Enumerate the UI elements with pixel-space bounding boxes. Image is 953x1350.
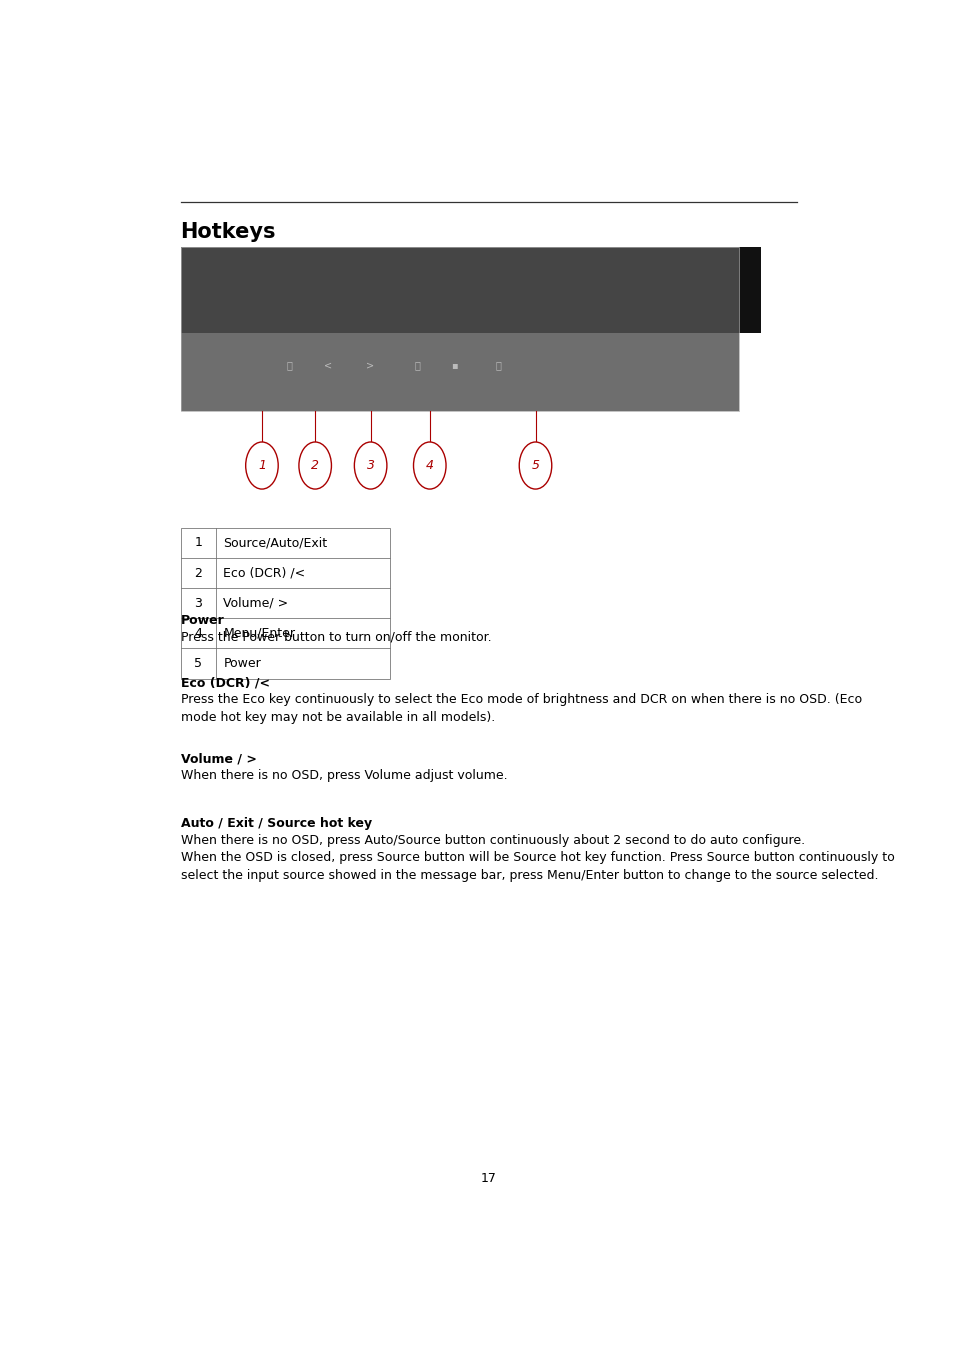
Text: 5: 5 xyxy=(194,657,202,670)
Text: Volume / >: Volume / > xyxy=(180,752,256,765)
Text: <: < xyxy=(324,360,333,370)
Text: 3: 3 xyxy=(194,597,202,610)
Bar xyxy=(180,528,390,679)
Text: >: > xyxy=(366,360,375,370)
Text: 5: 5 xyxy=(531,459,539,472)
Text: Menu/Enter: Menu/Enter xyxy=(223,626,295,640)
Text: Hotkeys: Hotkeys xyxy=(180,223,275,242)
Ellipse shape xyxy=(413,441,446,489)
Text: Eco (DCR) /<: Eco (DCR) /< xyxy=(223,567,305,579)
Text: ⬛: ⬛ xyxy=(415,360,420,370)
Text: Power: Power xyxy=(223,657,261,670)
Text: Volume/ >: Volume/ > xyxy=(223,597,289,610)
Text: 3: 3 xyxy=(366,459,375,472)
Text: ▪: ▪ xyxy=(451,360,457,370)
Text: 1: 1 xyxy=(194,536,202,549)
Text: When there is no OSD, press Volume adjust volume.: When there is no OSD, press Volume adjus… xyxy=(180,769,507,782)
Bar xyxy=(180,247,738,412)
Ellipse shape xyxy=(246,441,278,489)
Text: 4: 4 xyxy=(194,626,202,640)
Text: 1: 1 xyxy=(257,459,266,472)
Ellipse shape xyxy=(298,441,331,489)
Text: 17: 17 xyxy=(480,1172,497,1185)
Text: ⬜: ⬜ xyxy=(286,360,293,370)
Text: 4: 4 xyxy=(425,459,434,472)
Bar xyxy=(180,247,760,332)
Text: 2: 2 xyxy=(194,567,202,579)
Text: 2: 2 xyxy=(311,459,319,472)
Text: Auto / Exit / Source hot key: Auto / Exit / Source hot key xyxy=(180,817,372,830)
Text: Press the Power button to turn on/off the monitor.: Press the Power button to turn on/off th… xyxy=(180,630,491,644)
Text: Press the Eco key continuously to select the Eco mode of brightness and DCR on w: Press the Eco key continuously to select… xyxy=(180,693,861,724)
Bar xyxy=(180,332,738,412)
Text: Source/Auto/Exit: Source/Auto/Exit xyxy=(223,536,327,549)
Ellipse shape xyxy=(518,441,551,489)
Text: When there is no OSD, press Auto/Source button continuously about 2 second to do: When there is no OSD, press Auto/Source … xyxy=(180,833,893,882)
Text: Power: Power xyxy=(180,614,224,628)
Bar xyxy=(738,247,760,332)
Ellipse shape xyxy=(354,441,387,489)
Text: Eco (DCR) /<: Eco (DCR) /< xyxy=(180,676,270,690)
Text: ⏻: ⏻ xyxy=(496,360,501,370)
